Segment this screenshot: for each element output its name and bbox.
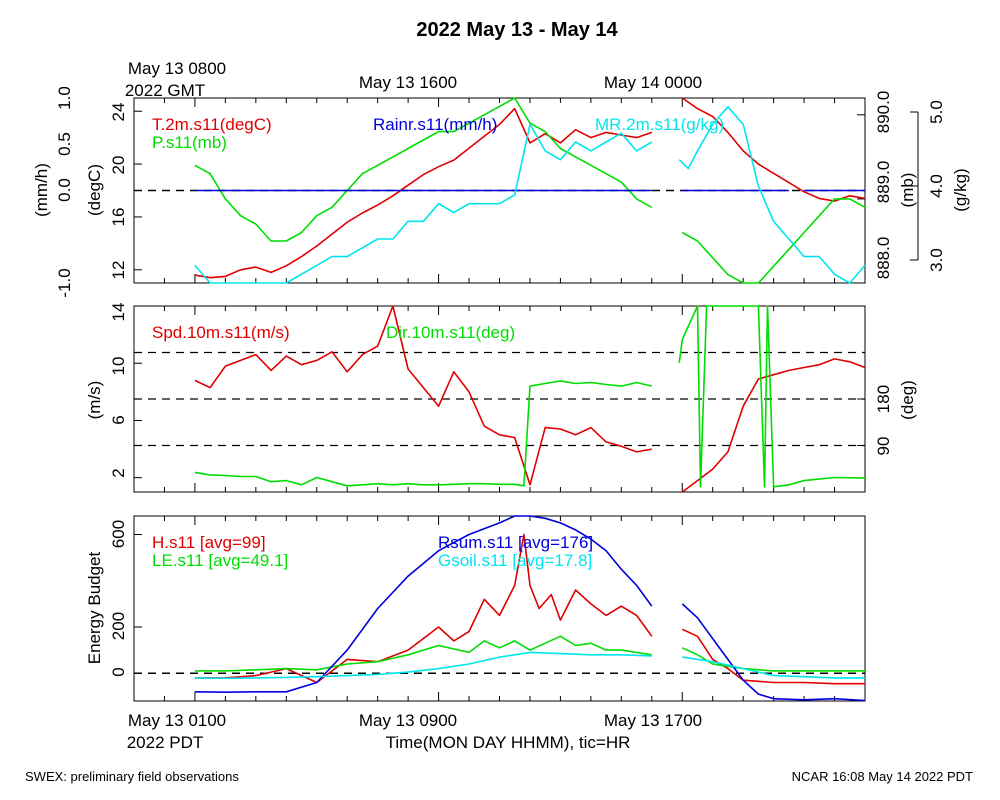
- legend-temperature: T.2m.s11(degC): [152, 115, 272, 134]
- series-line-gsoil-s11: [682, 656, 865, 679]
- top-right-inner-tick-888: 888.0: [874, 237, 893, 280]
- top-right-inner-axis-label: (mb): [898, 173, 917, 208]
- bottom-left-tick-200: 200: [109, 612, 128, 640]
- footer-left: SWEX: preliminary field observations: [25, 769, 239, 784]
- x-axis-label: Time(MON DAY HHMM), tic=HR: [386, 733, 631, 752]
- series-line-mr-2m-s11: [194, 123, 653, 284]
- series-line-p-s11: [681, 198, 866, 284]
- series-line-p-s11: [194, 97, 653, 242]
- legend-latent-heat: LE.s11 [avg=49.1]: [152, 551, 288, 570]
- legend-net-radiation: Rsum.s11 [avg=176]: [438, 533, 593, 552]
- pdt-label-0900: May 13 0900: [359, 711, 457, 730]
- legend-wind-speed: Spd.10m.s11(m/s): [152, 323, 290, 342]
- top-right-outer-tick-5-label: 5.0: [927, 100, 946, 124]
- top-left-outer-tick-neg1: -1.0: [55, 268, 74, 297]
- series-line-rsum-s11: [681, 603, 866, 702]
- top-right-outer-axis-label: (g/kg): [951, 168, 970, 211]
- middle-left-tick-10: 10: [109, 357, 128, 376]
- series-line-t-2m-s11: [681, 97, 866, 202]
- gmt-label-1600: May 13 1600: [359, 73, 457, 92]
- top-left-inner-axis-label: (degC): [85, 164, 104, 216]
- series-line-t-2m-s11: [194, 107, 653, 279]
- legend-pressure: P.s11(mb): [152, 133, 227, 152]
- series-line-dir-10m-s11: [194, 380, 652, 487]
- middle-right-tick-180: 180: [874, 385, 893, 413]
- pdt-label-0100: May 13 0100: [128, 711, 226, 730]
- chart-title: 2022 May 13 - May 14: [416, 19, 618, 41]
- top-left-inner-tick-12: 12: [109, 261, 128, 280]
- bottom-left-tick-0: 0: [109, 667, 128, 676]
- top-right-inner-tick-890: 890.0: [874, 91, 893, 134]
- legend-mixing-ratio: MR.2m.s11(g/kg): [595, 115, 724, 134]
- footer-right: NCAR 16:08 May 14 2022 PDT: [792, 769, 973, 784]
- top-left-outer-tick-05: 0.5: [55, 132, 74, 156]
- top-right-outer-tick-3-label: 3.0: [927, 248, 946, 272]
- top-right-outer-tick-4-label: 4.0: [927, 174, 946, 198]
- series-line-le-s11: [194, 635, 652, 672]
- axis-ticks: [133, 98, 866, 701]
- gmt-year-label: 2022 GMT: [125, 81, 205, 100]
- bottom-left-tick-600: 600: [109, 520, 128, 548]
- top-right-inner-tick-889: 889.0: [874, 161, 893, 204]
- top-left-inner-tick-20: 20: [109, 156, 128, 175]
- top-left-outer-axis-label: (mm/h): [32, 163, 51, 217]
- legend-sensible-heat: H.s11 [avg=99]: [152, 533, 266, 552]
- legend-soil-heat: Gsoil.s11 [avg=17.8]: [438, 551, 592, 570]
- middle-left-tick-2: 2: [109, 468, 128, 477]
- top-left-outer-tick-0: 0.0: [55, 178, 74, 202]
- pdt-year-label: 2022 PDT: [127, 733, 204, 752]
- top-left-inner-tick-16: 16: [109, 208, 128, 227]
- series-line-mr-2m-s11: [678, 106, 866, 284]
- legend-rain-rate: Rainr.s11(mm/h): [373, 115, 497, 134]
- legend-wind-direction: Dir.10m.s11(deg): [386, 323, 515, 342]
- gmt-label-0800: May 13 0800: [128, 59, 226, 78]
- pdt-label-1700: May 13 1700: [604, 711, 702, 730]
- series-lines: [134, 97, 866, 702]
- bottom-left-axis-label: Energy Budget: [85, 551, 104, 664]
- gmt-label-0000: May 14 0000: [604, 73, 702, 92]
- series-line-gsoil-s11: [194, 651, 652, 680]
- middle-right-tick-90: 90: [874, 437, 893, 456]
- series-line-spd-10m-s11: [194, 305, 652, 486]
- middle-left-axis-label: (m/s): [85, 381, 104, 420]
- series-line-rsum-s11: [194, 515, 653, 694]
- series-line-dir-10m-s11: [678, 305, 866, 488]
- top-left-inner-tick-24: 24: [109, 103, 128, 122]
- middle-left-tick-6: 6: [109, 415, 128, 424]
- middle-left-tick-14: 14: [109, 303, 128, 322]
- series-line-le-s11: [681, 647, 865, 672]
- top-left-outer-tick-1: 1.0: [55, 86, 74, 110]
- series-line-spd-10m-s11: [681, 358, 866, 493]
- middle-right-axis-label: (deg): [898, 380, 917, 420]
